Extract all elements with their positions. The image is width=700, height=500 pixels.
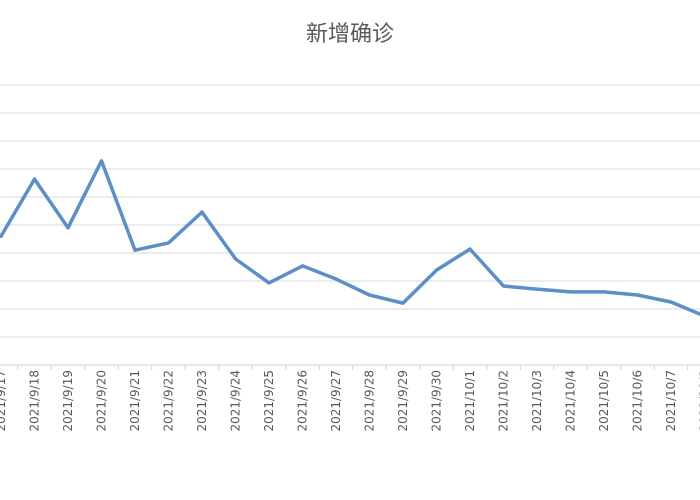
data-point xyxy=(435,268,438,272)
x-tick-label: 2021/10/5 xyxy=(597,370,611,432)
data-point xyxy=(569,290,572,294)
data-point xyxy=(334,277,338,281)
data-point xyxy=(401,301,405,305)
x-tick-label: 2021/9/27 xyxy=(329,370,343,432)
data-point xyxy=(200,210,204,214)
data-point xyxy=(234,257,237,261)
x-tick-label: 2021/9/30 xyxy=(430,370,444,432)
x-tick-label: 2021/9/18 xyxy=(28,370,42,432)
x-tick-label: 2021/10/4 xyxy=(564,370,578,432)
x-tick-label: 2021/9/21 xyxy=(128,370,142,432)
x-tick-label: 2021/9/26 xyxy=(296,370,310,432)
x-tick-label: 2021/9/28 xyxy=(363,370,377,432)
data-point xyxy=(267,281,271,285)
x-tick-label: 2021/10/8 xyxy=(698,370,700,432)
data-point xyxy=(167,241,170,245)
x-tick-label: 2021/9/23 xyxy=(195,370,209,432)
x-tick-label: 2021/10/2 xyxy=(497,370,511,432)
data-point xyxy=(301,264,304,268)
x-tick-label: 2021/10/7 xyxy=(664,370,678,432)
x-tick-label: 2021/10/1 xyxy=(463,370,477,432)
data-point xyxy=(0,234,3,238)
x-tick-label: 2021/9/29 xyxy=(396,370,410,432)
x-tick-label: 2021/9/20 xyxy=(95,370,109,432)
data-point xyxy=(602,290,606,294)
chart-title: 新增确诊 xyxy=(305,22,394,47)
x-tick-label: 2021/10/3 xyxy=(530,370,544,432)
x-tick-label: 2021/9/24 xyxy=(229,370,243,432)
x-tick-label: 2021/9/19 xyxy=(61,370,75,432)
data-point xyxy=(368,293,371,297)
x-tick-label: 2021/10/6 xyxy=(631,370,645,432)
data-point xyxy=(100,159,103,163)
x-tick-label: 2021/9/17 xyxy=(0,370,8,432)
data-point xyxy=(535,287,539,291)
data-point xyxy=(133,248,137,252)
data-point xyxy=(66,226,70,230)
series-line xyxy=(0,159,700,317)
x-tick-label: 2021/9/25 xyxy=(262,370,276,432)
x-tick-label: 2021/9/22 xyxy=(162,370,176,432)
data-point xyxy=(502,284,505,288)
data-point xyxy=(669,300,673,304)
data-point xyxy=(636,293,639,297)
data-point xyxy=(33,177,36,181)
data-point xyxy=(468,247,472,251)
